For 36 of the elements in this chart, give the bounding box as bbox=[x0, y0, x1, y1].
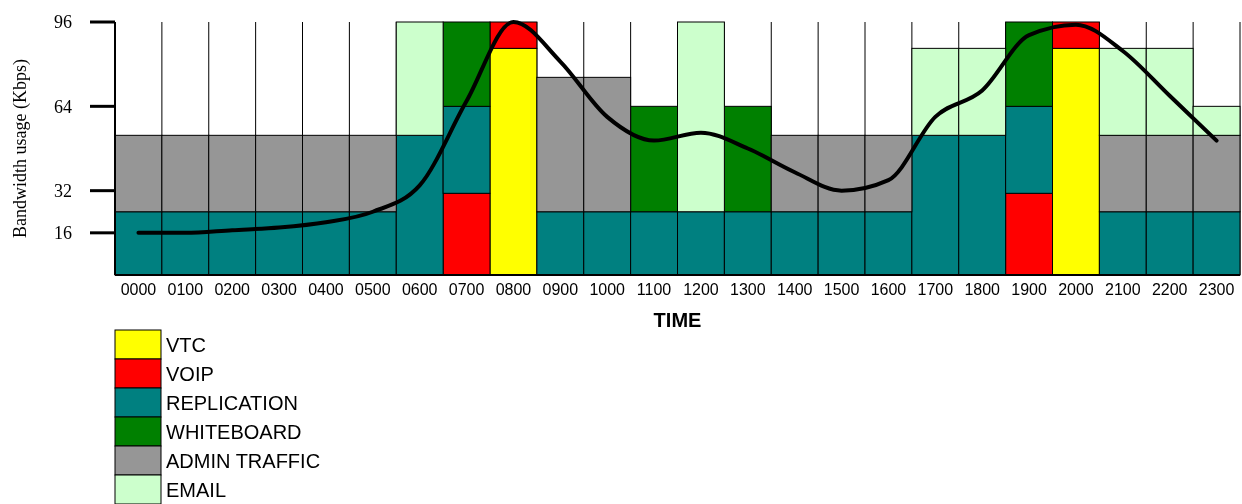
y-axis-title: Bandwidth usage (Kbps) bbox=[10, 59, 31, 238]
x-tick-label: 0500 bbox=[355, 281, 391, 298]
x-tick-label: 1200 bbox=[683, 281, 719, 298]
legend-label: WHITEBOARD bbox=[166, 421, 302, 443]
x-tick-label: 1400 bbox=[776, 281, 813, 298]
legend-label: REPLICATION bbox=[166, 392, 298, 414]
x-axis-title: TIME bbox=[653, 309, 702, 331]
y-tick-label: 96 bbox=[54, 12, 72, 33]
x-tick-label: 0000 bbox=[120, 281, 157, 298]
x-tick-label: 2000 bbox=[1058, 281, 1094, 298]
x-tick-label: 0900 bbox=[542, 281, 579, 298]
x-tick-label: 0700 bbox=[448, 281, 485, 298]
x-tick-label: 1900 bbox=[1011, 281, 1047, 298]
x-tick-label: 0600 bbox=[401, 281, 438, 298]
x-tick-label: 1300 bbox=[730, 281, 766, 298]
x-tick-label: 0800 bbox=[495, 281, 532, 298]
x-tick-label: 2200 bbox=[1151, 281, 1188, 298]
legend-label: VOIP bbox=[166, 363, 214, 385]
x-tick-label: 1100 bbox=[636, 281, 672, 298]
x-tick-label: 0400 bbox=[308, 281, 344, 298]
y-tick-label: 64 bbox=[54, 96, 72, 117]
legend-label: ADMIN TRAFFIC bbox=[166, 450, 321, 472]
x-tick-label: 0100 bbox=[167, 281, 204, 298]
x-tick-label: 1800 bbox=[964, 281, 1001, 298]
y-tick-label: 16 bbox=[54, 223, 72, 244]
x-tick-label: 2100 bbox=[1105, 281, 1141, 298]
x-tick-label: 0300 bbox=[261, 281, 297, 298]
legend-label: VTC bbox=[166, 334, 206, 356]
x-tick-label: 1600 bbox=[870, 281, 907, 298]
legend-label: EMAIL bbox=[166, 479, 227, 501]
y-tick-label: 32 bbox=[54, 180, 72, 201]
x-tick-label: 0200 bbox=[214, 281, 251, 298]
x-tick-label: 1500 bbox=[823, 281, 860, 298]
x-tick-label: 1000 bbox=[589, 281, 626, 298]
x-tick-label: 1700 bbox=[917, 281, 954, 298]
x-tick-label: 2300 bbox=[1198, 281, 1235, 298]
